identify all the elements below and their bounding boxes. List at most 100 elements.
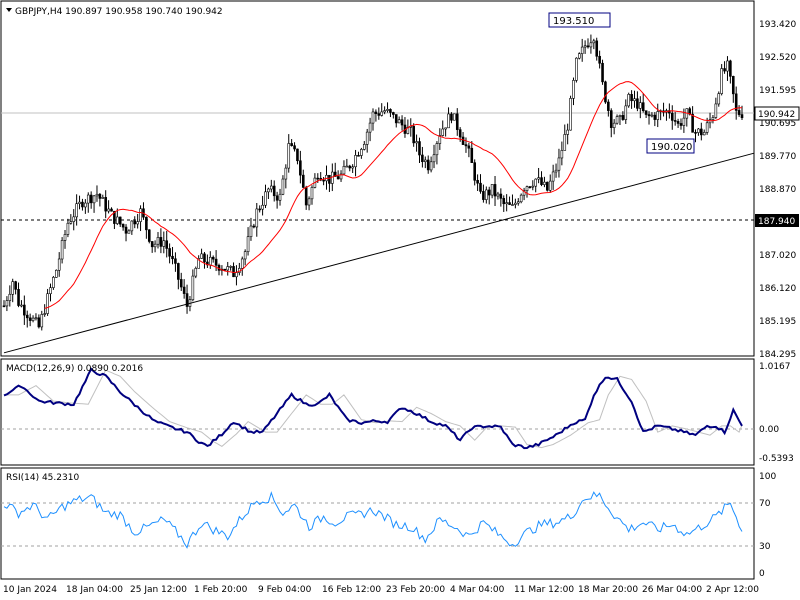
candle-body	[333, 171, 337, 177]
candle-body	[2, 305, 6, 308]
candle-body	[17, 289, 20, 306]
candle-body	[586, 45, 590, 48]
candle-body	[78, 201, 81, 204]
candle-body	[278, 193, 282, 201]
candle-body	[299, 160, 302, 176]
candle-body	[14, 281, 17, 290]
candle-body	[705, 122, 709, 133]
candle-body	[511, 204, 514, 206]
horizontal-level-label: 187.940	[755, 214, 799, 227]
candle-body	[563, 134, 567, 151]
rsi-line	[3, 491, 743, 549]
macd-signal-line	[4, 369, 743, 449]
candle-body	[438, 135, 442, 144]
candle-body	[296, 148, 299, 162]
candle-body	[464, 144, 468, 147]
time-tick: 16 Feb 12:00	[322, 585, 381, 595]
candle-body	[400, 119, 404, 126]
candle-body	[601, 62, 604, 83]
candle-body	[476, 179, 479, 184]
candle-body	[383, 110, 386, 113]
candle-body	[81, 201, 84, 208]
candle-body	[519, 194, 523, 203]
price-tick: 189.770	[759, 152, 796, 162]
candle-body	[124, 226, 128, 234]
candle-body	[232, 266, 235, 278]
candle-body	[714, 103, 718, 118]
price-panel	[0, 0, 755, 357]
candle-body	[737, 110, 741, 115]
time-tick: 18 Mar 20:00	[578, 585, 638, 595]
candle-body	[528, 186, 532, 188]
candle-body	[435, 143, 439, 156]
candle-body	[575, 57, 578, 81]
candle-body	[284, 167, 288, 180]
candle-body	[246, 236, 250, 252]
candle-body	[502, 198, 506, 205]
candle-body	[589, 42, 593, 48]
candle-body	[362, 144, 366, 150]
candle-body	[531, 185, 535, 188]
candle-body	[328, 174, 331, 184]
candle-body	[592, 40, 596, 44]
candle-body	[345, 165, 349, 168]
candle-body	[612, 122, 616, 128]
candle-body	[583, 45, 587, 48]
candle-body	[226, 266, 230, 271]
rsi-tick: 100	[759, 472, 776, 482]
candle-body	[694, 132, 697, 134]
candle-body	[374, 111, 378, 114]
candle-body	[240, 258, 244, 269]
candle-body	[107, 208, 110, 212]
candle-body	[104, 197, 107, 212]
macd-main-line	[3, 367, 743, 450]
candle-body	[458, 129, 462, 138]
candle-body	[203, 253, 206, 263]
candle-body	[673, 120, 677, 122]
candle-body	[566, 129, 569, 135]
candle-body	[272, 185, 276, 197]
candle-body	[168, 248, 171, 257]
candle-body	[540, 177, 543, 185]
price-title: GBPJPY,H4 190.897 190.958 190.740 190.94…	[6, 7, 223, 17]
price-tick: 184.295	[759, 350, 796, 360]
candle-body	[5, 300, 9, 307]
annotation-low-label: 190.020	[651, 142, 692, 153]
candle-body	[615, 116, 619, 124]
candle-body	[211, 256, 215, 260]
candle-body	[357, 155, 360, 157]
candle-body	[670, 112, 674, 121]
candle-body	[66, 222, 70, 235]
candle-body	[485, 189, 488, 200]
candle-body	[200, 253, 203, 259]
candle-body	[182, 286, 186, 294]
candle-body	[516, 201, 520, 204]
price-tick: 190.695	[759, 119, 796, 129]
macd-tick: -0.5393	[759, 454, 794, 464]
candle-body	[264, 191, 267, 206]
candle-body	[214, 258, 218, 266]
candle-body	[101, 197, 105, 199]
candle-body	[423, 159, 427, 163]
candle-body	[43, 313, 46, 315]
candle-body	[607, 101, 610, 111]
time-tick: 11 Mar 12:00	[514, 585, 574, 595]
candle-body	[551, 171, 555, 182]
candle-body	[473, 162, 476, 181]
candle-body	[136, 221, 139, 225]
candle-body	[281, 178, 285, 195]
candlestick-series	[2, 34, 744, 331]
candle-body	[537, 177, 540, 180]
candle-body	[270, 185, 273, 190]
candle-body	[72, 216, 76, 222]
candle-body	[676, 121, 680, 124]
candle-body	[150, 241, 154, 248]
trendline[interactable]	[3, 152, 755, 354]
candle-body	[348, 165, 352, 169]
candle-body	[307, 198, 311, 206]
candle-body	[711, 117, 715, 120]
candle-body	[84, 202, 87, 208]
candle-body	[621, 115, 625, 120]
candle-body	[577, 53, 581, 59]
